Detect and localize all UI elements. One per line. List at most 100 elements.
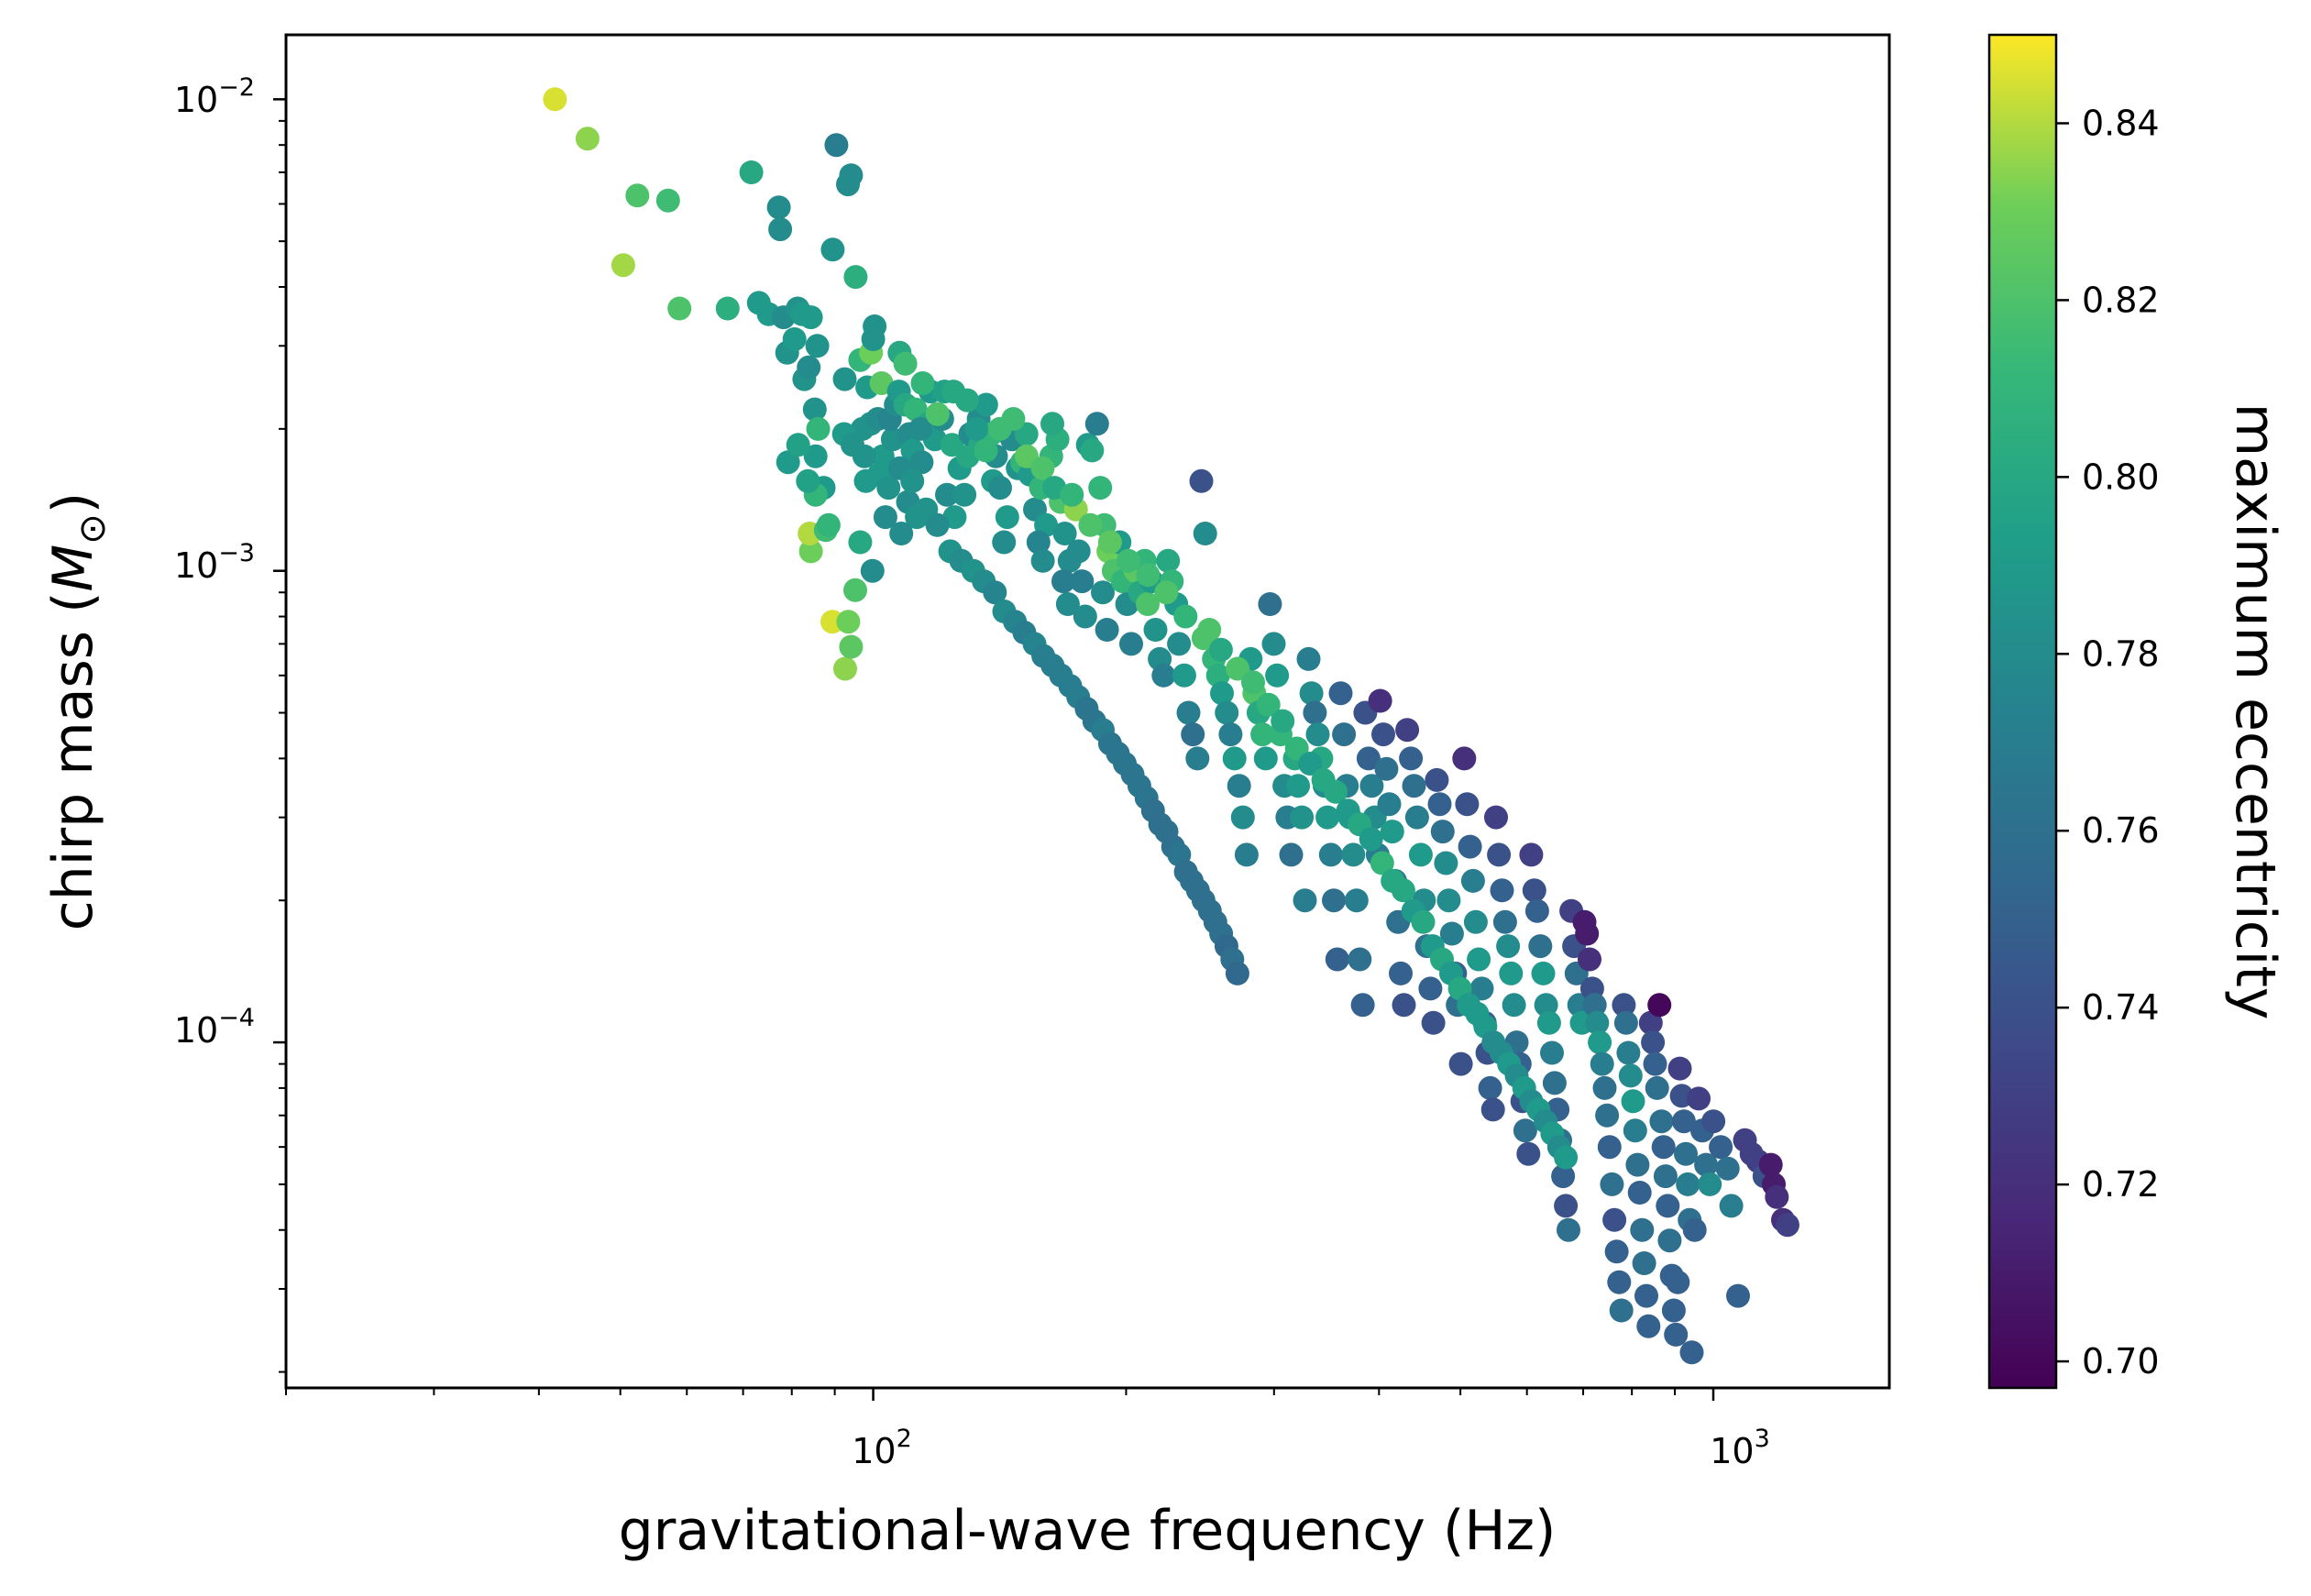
data-point-95 [1070,569,1095,594]
data-point-170 [1348,947,1372,972]
data-point-181 [1380,820,1404,844]
data-point-125 [1185,746,1210,771]
data-point-389 [852,444,876,468]
data-point-214 [1480,1097,1505,1122]
data-point-220 [1499,961,1524,985]
x-axis-ticks [285,1388,1715,1401]
data-point-322 [836,610,861,634]
data-point-313 [1775,1213,1799,1238]
data-point-281 [1653,1164,1678,1189]
data-point-193 [1418,976,1443,1001]
data-point-329 [893,351,918,376]
data-point-144 [1261,632,1286,656]
data-point-253 [1590,1051,1614,1076]
data-point-274 [1638,1010,1663,1035]
data-point-334 [964,416,989,441]
data-point-98 [1080,438,1105,463]
data-point-218 [1492,909,1517,934]
data-point-74 [992,530,1017,555]
data-point-287 [1666,1270,1690,1294]
colorbar-tick-label: 0.72 [2082,1164,2160,1205]
data-point-285 [1661,1298,1686,1323]
data-point-292 [1676,1172,1700,1196]
data-point-324 [843,578,867,602]
data-point-53 [908,416,932,441]
data-point-326 [860,558,885,583]
data-point-226 [1516,1141,1541,1166]
data-point-256 [1597,1135,1622,1160]
data-point-189 [1404,805,1429,830]
data-point-205 [1455,792,1480,817]
data-point-353 [1271,709,1295,733]
data-point-207 [1460,868,1485,893]
data-point-28 [820,237,845,262]
data-point-225 [1513,1118,1537,1143]
data-point-304 [1726,1283,1750,1308]
data-point-282 [1656,1194,1680,1218]
data-point-168 [1341,842,1366,867]
colorbar [1987,33,2058,1390]
data-point-258 [1602,1207,1627,1232]
data-point-316 [798,539,823,564]
data-point-14 [782,327,807,351]
data-point-153 [1293,888,1317,913]
data-point-19 [797,355,821,380]
x-tick-label-1000: 103 [1710,1425,1770,1471]
data-point-10 [766,195,791,220]
data-point-232 [1534,993,1558,1018]
colorbar-tick-label: 0.70 [2082,1341,2160,1381]
data-point-298 [1694,1152,1719,1177]
data-point-230 [1528,934,1553,959]
data-point-127 [1193,522,1217,545]
data-point-344 [1116,548,1140,573]
y-axis-title: chirp mass (M⊙) [41,492,114,930]
data-point-272 [1634,1283,1658,1308]
data-point-383 [1554,1145,1579,1170]
data-point-145 [1265,663,1290,688]
data-point-200 [1439,921,1464,946]
data-point-20 [805,334,830,358]
data-point-330 [910,371,935,395]
data-point-302 [1715,1156,1740,1181]
data-point-248 [1578,947,1601,972]
data-point-171 [1350,993,1375,1018]
data-point-363 [1391,878,1415,903]
data-point-199 [1436,888,1461,913]
y-tick-label-1e-2: 10−2 [174,73,255,120]
data-point-278 [1647,993,1672,1018]
y-tick-label-1e-4: 10−4 [174,1004,255,1051]
data-point-118 [1156,548,1181,573]
data-point-190 [1408,842,1433,867]
data-point-355 [1298,752,1323,776]
data-point-24 [824,133,849,158]
data-point-157 [1305,722,1330,747]
data-point-49 [909,450,934,475]
data-point-208 [1463,909,1488,934]
data-point-126 [1189,468,1214,493]
x-tick-label-100: 102 [852,1425,912,1471]
data-point-3 [625,183,650,208]
data-point-321 [833,656,857,681]
data-point-346 [1154,580,1179,605]
data-point-221 [1502,993,1526,1018]
data-point-7 [739,160,764,184]
data-point-123 [1176,700,1201,725]
data-point-271 [1632,1251,1656,1275]
data-point-261 [1609,1298,1634,1323]
data-point-361 [1370,851,1394,875]
data-point-288 [1667,1056,1692,1081]
data-point-257 [1600,1172,1624,1196]
data-point-68 [974,392,998,417]
colorbar-tick-label: 0.78 [2082,633,2160,674]
data-point-188 [1402,774,1426,798]
data-point-275 [1641,1030,1666,1055]
data-point-154 [1296,646,1321,671]
data-point-260 [1607,1270,1632,1294]
data-point-348 [1191,626,1216,651]
data-point-360 [1359,827,1383,852]
data-point-96 [1073,604,1097,629]
data-point-239 [1554,1194,1579,1218]
data-point-56 [889,522,914,545]
data-point-121 [1167,632,1192,656]
